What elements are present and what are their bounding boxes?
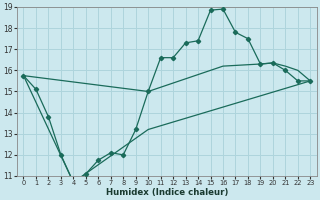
X-axis label: Humidex (Indice chaleur): Humidex (Indice chaleur)	[106, 188, 228, 197]
